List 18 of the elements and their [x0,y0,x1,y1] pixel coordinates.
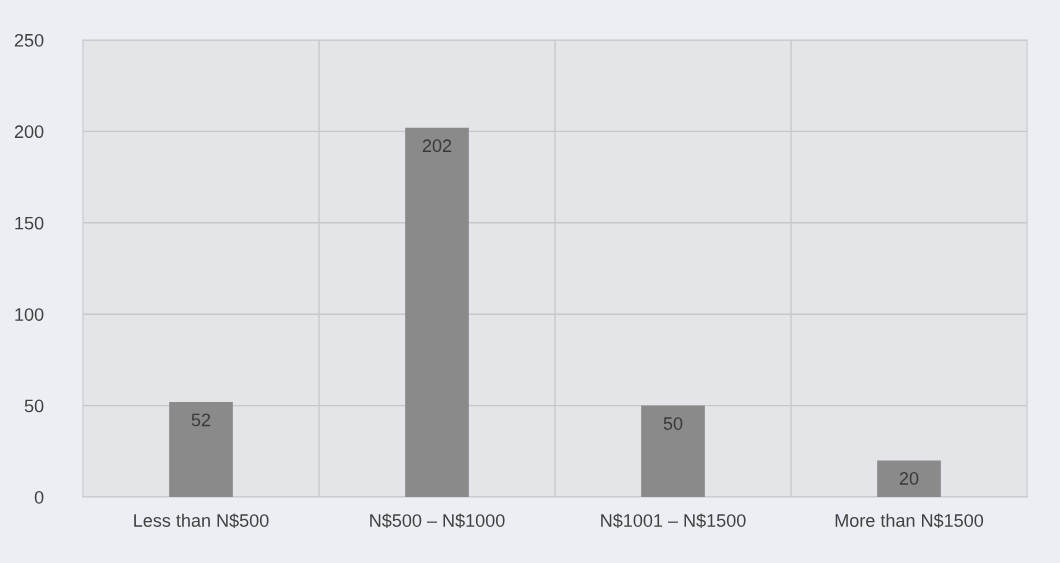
bar [169,401,233,497]
data-label: 20 [899,472,919,485]
y-tick-label: 50 [24,399,44,413]
y-tick-label: 0 [34,490,44,504]
y-tick-label: 200 [14,125,44,139]
x-tick-label: N$500 – N$1000 [370,513,505,528]
data-label: 50 [663,417,683,430]
x-tick-label: Less than N$500 [134,513,269,528]
bar [405,127,469,497]
x-tick-label: More than N$1500 [835,513,984,528]
y-tick-label: 100 [15,308,44,321]
data-label: 52 [191,413,211,427]
y-tick-label: 250 [14,33,44,47]
y-tick-label: 150 [15,216,44,230]
x-tick-label: N$1001 – N$1500 [601,513,746,528]
bar [877,460,941,497]
data-label: 202 [422,139,452,153]
bar [641,405,705,497]
